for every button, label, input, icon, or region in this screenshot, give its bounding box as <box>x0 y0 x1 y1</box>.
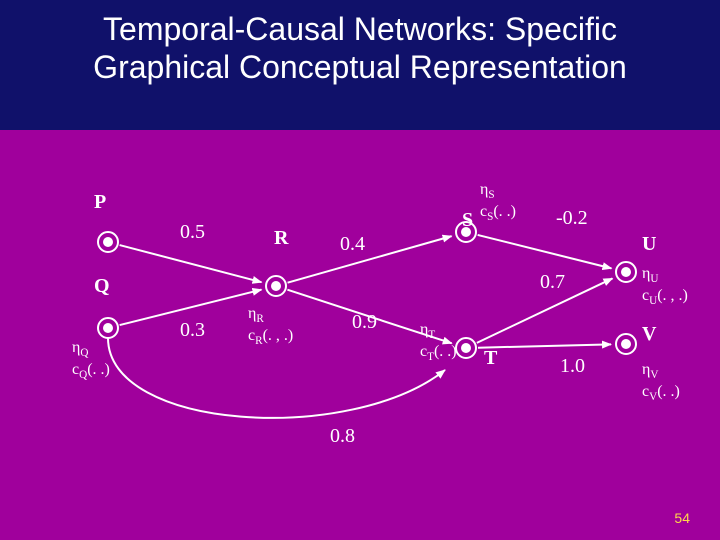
node-P-inner <box>103 237 113 247</box>
node-label-U: U <box>642 233 656 255</box>
node-eta-R: ηR <box>248 305 264 325</box>
node-eta-S: ηS <box>480 181 495 201</box>
edge-weight-S-U: -0.2 <box>556 207 588 229</box>
edge-weight-P-R: 0.5 <box>180 221 205 243</box>
title-line-1: Temporal-Causal Networks: Specific <box>103 11 617 47</box>
slide: Temporal-Causal Networks: Specific Graph… <box>0 0 720 540</box>
node-c-S: cS(. .) <box>480 203 516 223</box>
node-c-T: cT(. .) <box>420 343 457 363</box>
title-line-2: Graphical Conceptual Representation <box>93 49 627 85</box>
edge-weight-T-V: 1.0 <box>560 355 585 377</box>
node-eta-T: ηT <box>420 321 435 341</box>
page-number: 54 <box>674 510 690 526</box>
node-c-U: cU(. , .) <box>642 287 688 307</box>
node-label-Q: Q <box>94 275 110 297</box>
node-R-inner <box>271 281 281 291</box>
node-Q-inner <box>103 323 113 333</box>
node-eta-V: ηV <box>642 361 658 381</box>
edge-S-U <box>478 235 612 268</box>
edge-weight-R-T: 0.9 <box>352 311 377 333</box>
edge-R-S <box>288 236 452 283</box>
node-eta-U: ηU <box>642 265 658 285</box>
edge-weight-T-U: 0.7 <box>540 271 565 293</box>
node-c-V: cV(. .) <box>642 383 680 403</box>
slide-header: Temporal-Causal Networks: Specific Graph… <box>0 0 720 130</box>
node-label-V: V <box>642 323 657 345</box>
node-eta-Q: ηQ <box>72 339 88 359</box>
node-c-Q: cQ(. .) <box>72 361 110 381</box>
node-T-inner <box>461 343 471 353</box>
edge-P-R <box>120 245 262 282</box>
edge-weight-Q-T: 0.8 <box>330 425 355 447</box>
node-U-inner <box>621 267 631 277</box>
edge-weight-Q-R: 0.3 <box>180 319 205 341</box>
edge-T-V <box>478 344 611 347</box>
node-label-P: P <box>94 191 106 213</box>
node-c-R: cR(. , .) <box>248 327 293 347</box>
node-label-S: S <box>462 209 473 231</box>
node-label-R: R <box>274 227 289 249</box>
edge-Q-T <box>108 338 445 418</box>
node-V-inner <box>621 339 631 349</box>
node-label-T: T <box>484 347 498 369</box>
edge-weight-R-S: 0.4 <box>340 233 365 255</box>
